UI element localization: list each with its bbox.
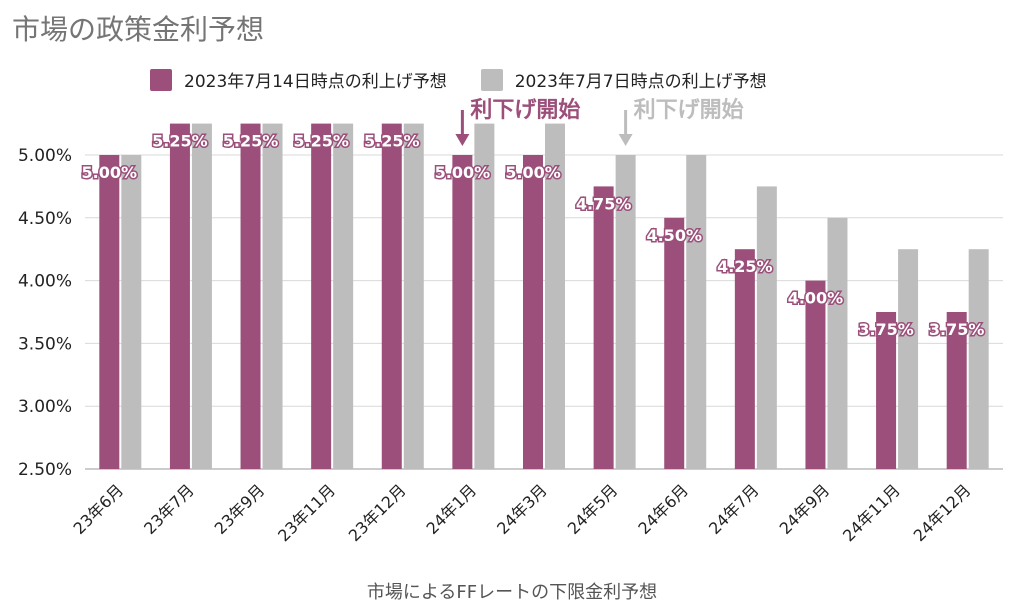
data-label: 5.25%	[152, 132, 208, 151]
x-tick-label: 24年5月	[564, 480, 622, 538]
y-tick-label: 3.50%	[18, 334, 72, 354]
bar-series2	[686, 155, 707, 469]
y-tick-label: 2.50%	[18, 460, 72, 480]
y-tick-label: 5.00%	[18, 146, 72, 166]
x-tick-label: 24年6月	[634, 480, 692, 538]
x-tick-label: 23年11月	[274, 480, 339, 545]
x-tick-label: 24年3月	[493, 480, 551, 538]
bar-series1	[523, 155, 543, 469]
bar-series2	[898, 249, 919, 469]
bar-series2	[474, 123, 495, 469]
legend-swatch-series2	[480, 68, 503, 91]
bar-series2	[615, 155, 636, 469]
data-label: 4.25%	[717, 257, 773, 276]
bar-series1	[664, 217, 685, 469]
annotation-arrow-head	[618, 134, 633, 146]
x-tick-label: 23年6月	[69, 480, 127, 538]
y-tick-label: 3.00%	[18, 397, 72, 417]
annotation-text: 利下げ開始	[470, 97, 580, 123]
legend-label-series1: 2023年7月14日時点の利上げ予想	[184, 72, 447, 92]
annotation-text: 利下げ開始	[634, 97, 744, 123]
x-tick-label: 24年12月	[910, 480, 975, 545]
bar-series1	[593, 186, 614, 469]
bar-series1	[311, 123, 332, 469]
bar-series2	[545, 123, 565, 469]
data-label: 4.50%	[646, 226, 702, 245]
bar-series1	[169, 123, 190, 469]
x-tick-label: 23年9月	[211, 480, 269, 538]
bar-series1	[381, 123, 402, 469]
bar-series2	[191, 123, 212, 469]
bar-series1	[452, 155, 473, 469]
bar-series2	[121, 155, 142, 469]
bar-series1	[99, 155, 120, 469]
legend: 2023年7月14日時点の利上げ予想 2023年7月7日時点の利上げ予想	[150, 67, 767, 92]
bar-series2	[827, 217, 848, 469]
data-label: 4.75%	[576, 194, 632, 213]
data-label: 5.00%	[435, 163, 491, 182]
x-tick-label: 24年7月	[705, 480, 763, 538]
bar-series1	[876, 312, 897, 469]
data-label: 5.25%	[364, 132, 420, 151]
chart-title: 市場の政策金利予想	[12, 13, 265, 46]
legend-item-series2: 2023年7月7日時点の利上げ予想	[480, 67, 767, 92]
y-tick-label: 4.50%	[18, 209, 72, 229]
data-label: 4.00%	[788, 289, 844, 308]
bar-series2	[756, 186, 777, 469]
bar-series1	[734, 249, 755, 469]
data-label: 5.25%	[223, 132, 279, 151]
data-label: 5.00%	[505, 163, 561, 182]
bar-series2	[403, 123, 424, 469]
data-label: 3.75%	[929, 320, 985, 339]
bar-series2	[333, 123, 354, 469]
legend-swatch-series1	[150, 68, 172, 91]
data-label: 5.00%	[82, 163, 138, 182]
bar-series1	[240, 123, 261, 469]
x-axis-title: 市場によるFFレートの下限金利予想	[366, 582, 658, 603]
annotation-arrow-head	[455, 134, 470, 146]
x-tick-label: 24年11月	[839, 480, 904, 545]
x-tick-label: 24年1月	[423, 480, 481, 538]
data-label: 5.25%	[293, 132, 349, 151]
data-label: 3.75%	[858, 320, 914, 339]
y-tick-label: 4.00%	[18, 272, 72, 292]
x-tick-label: 23年12月	[345, 480, 410, 545]
legend-label-series2: 2023年7月7日時点の利上げ予想	[514, 72, 767, 92]
bar-series2	[968, 249, 989, 469]
bar-series1	[946, 312, 967, 469]
x-tick-label: 23年7月	[140, 480, 198, 538]
bar-series2	[262, 123, 283, 469]
bar-series1	[805, 280, 826, 469]
legend-item-series1: 2023年7月14日時点の利上げ予想	[150, 67, 447, 92]
x-tick-label: 24年9月	[776, 480, 834, 538]
